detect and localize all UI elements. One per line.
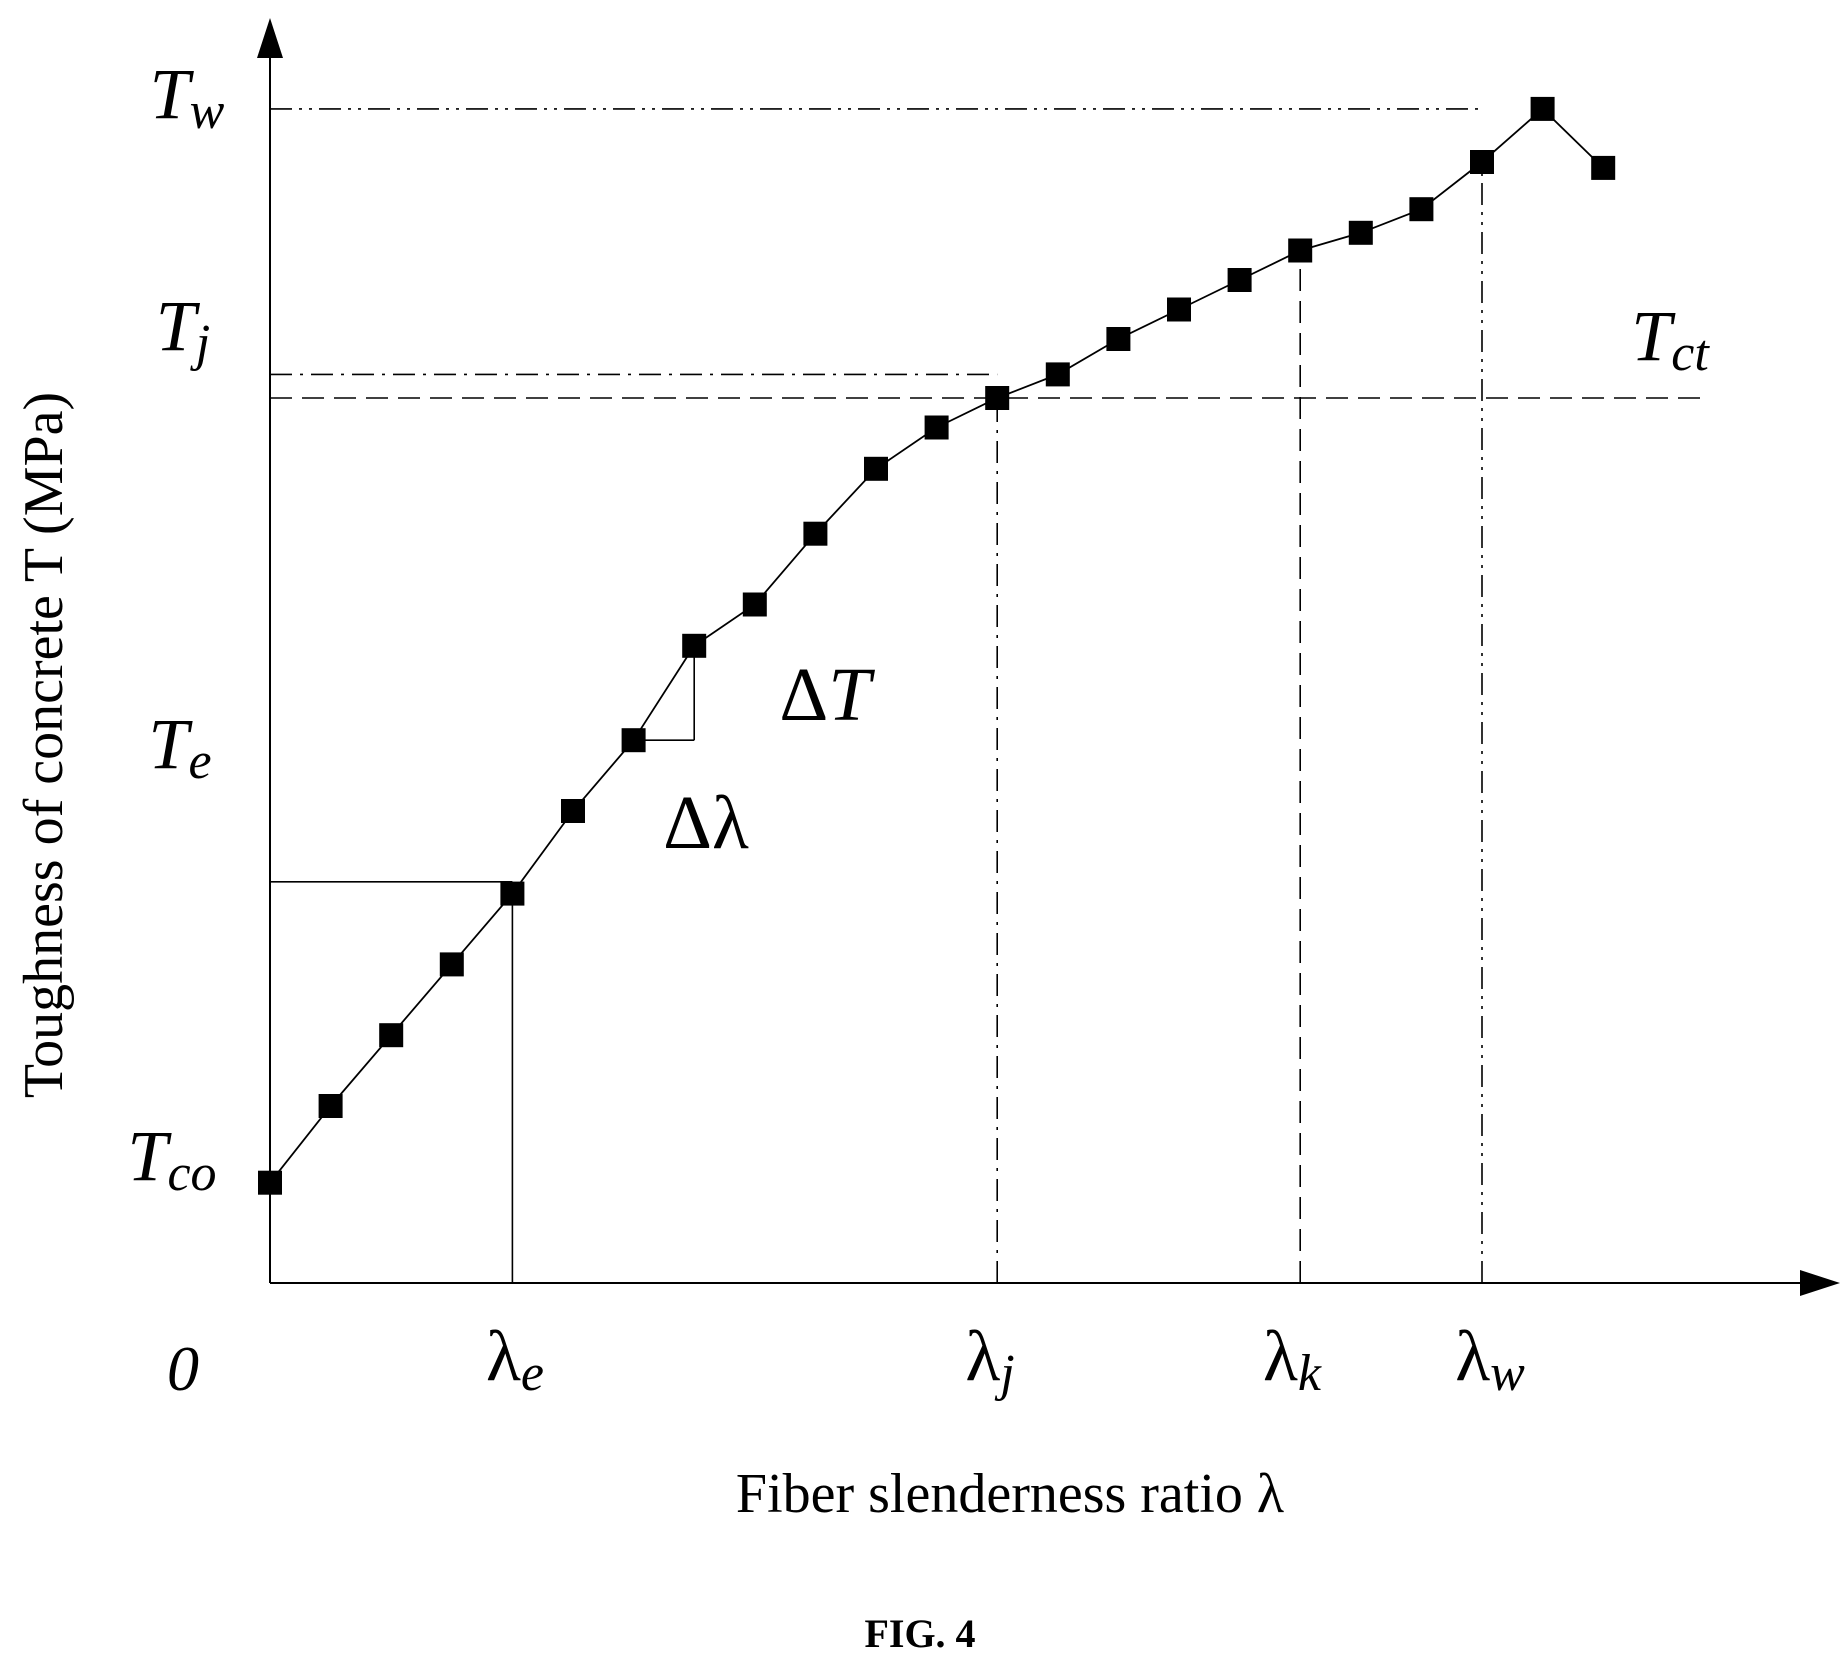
y-marker-label-e: Te [148,704,211,790]
data-point-21 [1530,96,1555,121]
origin-label: 0 [167,1333,199,1404]
delta-t-label: ΔT [779,653,875,737]
data-point-9 [803,521,828,546]
data-point-17 [1288,238,1313,263]
x-marker-label-j: λj [965,1316,1014,1402]
x-axis-title: Fiber slenderness ratio λ [736,1463,1284,1525]
data-point-13 [1045,362,1070,387]
axes [257,18,1840,1296]
data-point-6 [621,728,646,753]
x-axis-arrowhead [1800,1270,1840,1296]
delta-lambda-label: Δλ [663,781,749,865]
y-marker-label-co: Tco [127,1116,216,1202]
y-axis-arrowhead [257,18,283,58]
data-point-20 [1470,150,1494,174]
axis-labels: 0 Fiber slenderness ratio λ Toughness of… [13,54,1710,1656]
data-point-11 [924,415,949,440]
data-point-16 [1227,268,1252,292]
data-point-2 [379,1023,404,1048]
x-marker-label-e: λe [486,1316,544,1402]
y-axis-title: Toughness of concrete T (MPa) [13,392,75,1098]
data-series [258,96,1616,1195]
data-point-7 [682,633,707,658]
data-point-12 [985,386,1010,410]
x-marker-label-w: λw [1455,1316,1525,1402]
data-point-10 [864,456,888,481]
data-point-3 [439,952,464,977]
data-point-5 [561,799,585,823]
x-marker-label-k: λk [1263,1316,1322,1402]
step-annotation: ΔT Δλ [633,645,875,865]
y-marker-label-j: Tj [156,286,211,372]
series-line [269,107,1604,1184]
guide-lines [270,108,1700,1283]
data-point-22 [1591,155,1616,180]
figure-label: FIG. 4 [864,1611,975,1656]
y-marker-label-w: Tw [150,54,225,140]
data-point-19 [1409,197,1434,222]
data-point-15 [1167,297,1191,322]
data-point-1 [318,1094,343,1118]
data-point-14 [1106,327,1131,351]
data-point-4 [500,881,525,906]
data-point-8 [742,592,767,617]
data-point-18 [1348,220,1373,245]
data-point-0 [258,1170,282,1195]
reference-line-label-ct: Tct [1631,296,1710,382]
